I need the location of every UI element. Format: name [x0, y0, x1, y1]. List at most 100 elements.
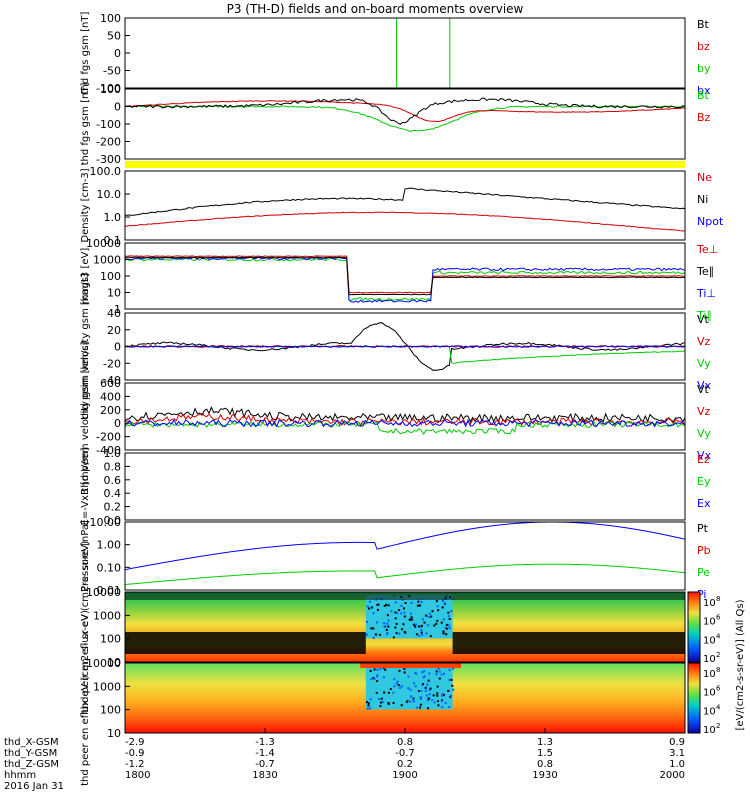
x-tick-label: 1.3: [537, 737, 553, 748]
y-tick-label: 20: [107, 324, 121, 337]
spectrogram-pixel: [435, 600, 438, 603]
spectrogram-pixel: [428, 693, 431, 696]
spectrogram-pixel: [392, 701, 395, 704]
spectrogram-pixel: [450, 695, 453, 698]
spectrogram-pixel: [365, 620, 368, 623]
spectrogram-pixel: [452, 688, 455, 691]
x-tick-label: 2000: [660, 770, 685, 781]
spectrogram-pixel: [387, 619, 390, 622]
spectrogram-pixel: [442, 672, 445, 675]
spectrogram-pixel: [372, 677, 375, 680]
spectrogram-pixel: [414, 623, 417, 626]
spectrogram-pixel: [440, 700, 443, 703]
spectrogram-pixel: [402, 607, 405, 610]
y-axis-label: thd peer en eflux eV (cm2-s- sr-eV): [80, 610, 91, 786]
spectrogram-pixel: [422, 682, 425, 685]
spectrogram-pixel: [448, 669, 451, 672]
legend-label: Bz: [697, 111, 711, 124]
spectrogram-pixel: [427, 697, 430, 700]
spectrogram-pixel: [369, 698, 372, 701]
x-tick-label: 0.8: [397, 737, 413, 748]
bx-trace: [125, 97, 686, 125]
spectrogram-pixel: [389, 687, 392, 690]
colorbar-tick-label: 10: [703, 654, 716, 665]
spectrogram-pixel: [401, 628, 404, 631]
date-label: 2016 Jan 31: [4, 781, 64, 792]
y-tick-label: 200: [100, 404, 121, 417]
x-tick-label: -2.9: [125, 737, 145, 748]
ti-perp-trace: [124, 256, 686, 304]
vx-trace: [124, 345, 686, 348]
spectrogram-pixel: [441, 693, 444, 696]
y-axis-label: Pressure [nPa]: [80, 520, 91, 592]
spectrogram-pixel: [418, 634, 421, 637]
x-tick-label: 0.2: [397, 759, 413, 770]
y-tick-label: 1000: [93, 609, 121, 622]
spectrogram-pixel: [436, 619, 439, 622]
spectrogram-pixel: [424, 686, 427, 689]
x-tick-label: -1.3: [255, 737, 275, 748]
y-tick-label: 600: [100, 377, 121, 390]
spectrogram-pixel: [386, 622, 389, 625]
colorbar-tick-label: 10: [703, 617, 716, 628]
spectrogram-pixel: [429, 687, 432, 690]
y-axis-label: thd peir en eflux eV (cm2-s- sr-eV): [80, 541, 91, 713]
bz-trace: [125, 100, 686, 123]
spectrogram-pixel: [445, 623, 448, 626]
spectrogram-pixel: [441, 706, 444, 709]
spectrogram-pixel: [437, 704, 440, 707]
x-row-label: hhmm: [4, 770, 36, 781]
spectrogram-pixel: [410, 695, 413, 698]
y-tick-label: 0: [114, 341, 121, 354]
spectrogram-pixel: [386, 632, 389, 635]
spectrogram-pixel: [423, 675, 426, 678]
colorbar-tick-exponent: 8: [716, 666, 720, 674]
spectrogram-pixel: [376, 675, 379, 678]
y-tick-label: 10000: [86, 657, 121, 670]
y-tick-label: 1: [114, 303, 121, 316]
legend-label: Ni: [697, 193, 708, 206]
spectrogram-pixel: [396, 680, 399, 683]
spectrogram-pixel: [447, 689, 450, 692]
spectrogram-pixel: [435, 673, 438, 676]
spectrogram-pixel: [446, 627, 449, 630]
spectrogram-pixel: [440, 673, 443, 676]
spectrogram-pixel: [441, 694, 444, 697]
legend-label: Vt: [697, 313, 710, 326]
colorbar-tick-label: 10: [703, 669, 716, 680]
y-tick-label: 0.8: [104, 460, 122, 473]
y-tick-label: 0.1: [104, 234, 122, 247]
spectrogram-pixel: [404, 631, 407, 634]
legend-label: Bt: [697, 18, 710, 31]
spectrogram-pixel: [395, 622, 398, 625]
spectrogram-pixel: [445, 633, 448, 636]
spectrogram-pixel: [372, 636, 375, 639]
spectrogram-pixel: [375, 691, 378, 694]
spectrogram-pixel: [451, 684, 454, 687]
spectrogram-pixel: [383, 625, 386, 628]
vt-trace: [124, 406, 686, 424]
colorbar-tick-label: 10: [703, 635, 716, 646]
spectrogram-pixel: [421, 671, 424, 674]
spectrogram-pixel: [379, 701, 382, 704]
spectrogram-pixel: [412, 697, 415, 700]
legend-label: by: [697, 62, 711, 75]
spectrogram-pixel: [417, 599, 420, 602]
legend-label: bx: [697, 84, 711, 97]
spectrogram-pixel: [443, 694, 446, 697]
legend-label: Pt: [697, 522, 709, 535]
x-tick-label: 1830: [252, 770, 277, 781]
x-tick-label: 1930: [532, 770, 557, 781]
x-tick-label: 1.5: [537, 748, 553, 759]
spectrogram-pixel: [373, 678, 376, 681]
spectrogram-pixel: [393, 678, 396, 681]
spectrogram-pixel: [417, 600, 420, 603]
spectrogram-pixel: [430, 615, 433, 618]
spectrogram-pixel: [370, 627, 373, 630]
spectrogram-pixel: [372, 627, 375, 630]
spectrogram-pixel: [420, 631, 423, 634]
spectrogram-pixel: [417, 690, 420, 693]
spectrogram-pixel: [369, 707, 372, 710]
spectrogram-pixel: [396, 612, 399, 615]
spectrogram-pixel: [437, 609, 440, 612]
